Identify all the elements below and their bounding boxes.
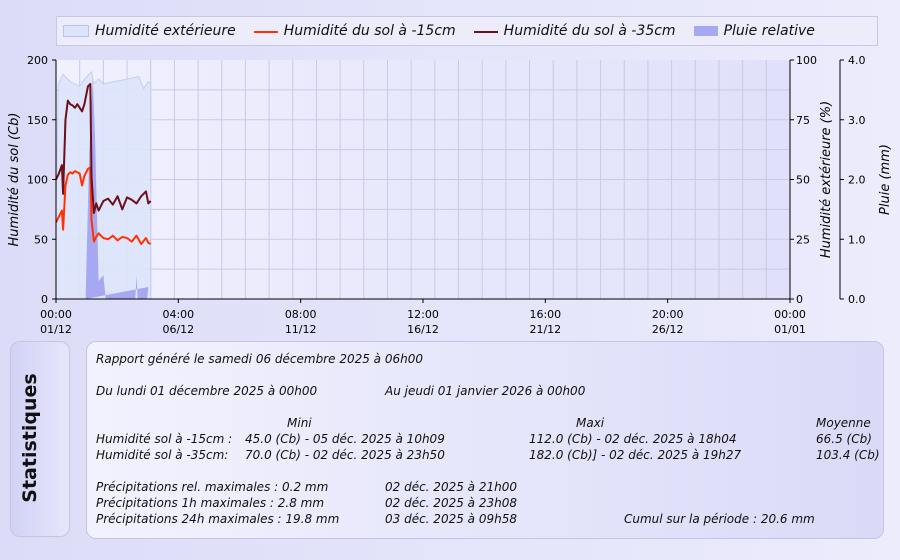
legend-swatch-line: [253, 31, 278, 33]
y-tick-label: 0: [41, 293, 48, 306]
stat-row-min: 70.0 (Cb) - 02 déc. 2025 à 23h50: [245, 448, 445, 462]
col-header-max: Maxi: [576, 416, 605, 430]
legend-item-soil-35: Humidité du sol à -35cm: [473, 23, 676, 39]
legend-swatch-rain: [693, 26, 718, 36]
x-tick-date: 16/12: [407, 323, 439, 336]
series-area-outdoor-humidity: [55, 70, 152, 300]
precip-date: 02 déc. 2025 à 21h00: [385, 480, 517, 494]
stat-row-max: 182.0 (Cb)] - 02 déc. 2025 à 19h27: [529, 448, 742, 462]
stat-row-avg: 103.4 (Cb): [816, 448, 880, 462]
y-tick-label: 50: [796, 174, 810, 187]
precip-label: Précipitations 1h maximales : 2.8 mm: [96, 496, 325, 510]
series-areas: [55, 70, 152, 300]
legend-swatch-area: [63, 25, 89, 37]
x-tick-time: 20:00: [652, 308, 684, 321]
precip-cumul: Cumul sur la période : 20.6 mm: [624, 512, 815, 526]
y-tick-label: 0.0: [848, 293, 866, 306]
legend-label: Humidité du sol à -15cm: [283, 23, 456, 39]
stat-row-label: Humidité sol à -35cm:: [96, 448, 229, 462]
y-tick-label: 150: [27, 114, 48, 127]
x-tick-date: 26/12: [652, 323, 684, 336]
x-tick-time: 00:00: [40, 308, 72, 321]
legend-item-soil-15: Humidité du sol à -15cm: [253, 23, 456, 39]
y-right1-title: Humidité extérieure (%): [819, 101, 834, 258]
y-tick-label: 3.0: [848, 114, 866, 127]
y-tick-label: 100: [27, 174, 48, 187]
series-line-soil-15: [55, 166, 152, 246]
period-from: Du lundi 01 décembre 2025 à 00h00: [96, 384, 318, 398]
x-tick-time: 16:00: [529, 308, 561, 321]
statistics-tab: [10, 341, 70, 537]
x-tick-time: 08:00: [285, 308, 317, 321]
series-line-soil-35: [55, 82, 152, 214]
series-lines: [55, 82, 152, 246]
col-header-min: Mini: [287, 416, 312, 430]
period-to: Au jeudi 01 janvier 2026 à 00h00: [385, 384, 586, 398]
precip-date: 02 déc. 2025 à 23h08: [385, 496, 517, 510]
tick-labels: 0 50 100 150 200 0 25 50 75 100 0.0 1.0 2.0 3.0 4.0 00:…: [27, 54, 866, 336]
legend-label: Humidité du sol à -35cm: [503, 23, 676, 39]
precip-label: Précipitations rel. maximales : 0.2 mm: [96, 480, 329, 494]
legend-label: Pluie relative: [723, 23, 815, 39]
report-generated: Rapport généré le samedi 06 décembre 202…: [96, 352, 423, 366]
y-tick-label: 25: [796, 233, 810, 246]
x-tick-time: 12:00: [407, 308, 439, 321]
statistics-panel: Rapport généré le samedi 06 décembre 202…: [86, 341, 884, 539]
y-tick-label: 0: [796, 293, 803, 306]
y-tick-label: 2.0: [848, 174, 866, 187]
y-right2-title: Pluie (mm): [878, 144, 893, 215]
x-tick-time: 04:00: [162, 308, 194, 321]
x-tick-date: 06/12: [162, 323, 194, 336]
y-tick-label: 75: [796, 114, 810, 127]
chart-legend: Humidité extérieure Humidité du sol à -1…: [56, 16, 878, 46]
y-tick-label: 4.0: [848, 54, 866, 67]
legend-label: Humidité extérieure: [95, 23, 236, 39]
legend-swatch-line: [473, 31, 498, 33]
precip-date: 03 déc. 2025 à 09h58: [385, 512, 517, 526]
stat-row-label: Humidité sol à -15cm :: [96, 432, 233, 446]
y-tick-label: 200: [27, 54, 48, 67]
x-tick-time: 00:00: [774, 308, 806, 321]
x-tick-date: 21/12: [529, 323, 561, 336]
col-header-avg: Moyenne: [816, 416, 871, 430]
y-tick-label: 50: [34, 233, 48, 246]
humidity-chart: 0 50 100 150 200 0 25 50 75 100 0.0 1.0 2.0 3.0 4.0 00:…: [7, 54, 893, 336]
x-tick-date: 01/12: [40, 323, 72, 336]
x-tick-date: 01/01: [774, 323, 806, 336]
precip-label: Précipitations 24h maximales : 19.8 mm: [96, 512, 340, 526]
axes: [52, 59, 844, 303]
y-tick-label: 100: [796, 54, 817, 67]
y-left-title: Humidité du sol (Cb): [7, 113, 22, 247]
statistics-tab-label: Statistiques: [19, 373, 41, 503]
legend-item-rain: Pluie relative: [693, 23, 815, 39]
x-tick-date: 11/12: [285, 323, 317, 336]
legend-item-outdoor-humidity: Humidité extérieure: [63, 23, 236, 39]
stat-row-min: 45.0 (Cb) - 05 déc. 2025 à 10h09: [245, 432, 445, 446]
y-tick-label: 1.0: [848, 233, 866, 246]
series-rain: [85, 77, 149, 299]
stat-row-max: 112.0 (Cb) - 02 déc. 2025 à 18h04: [529, 432, 737, 446]
stat-row-avg: 66.5 (Cb): [816, 432, 872, 446]
